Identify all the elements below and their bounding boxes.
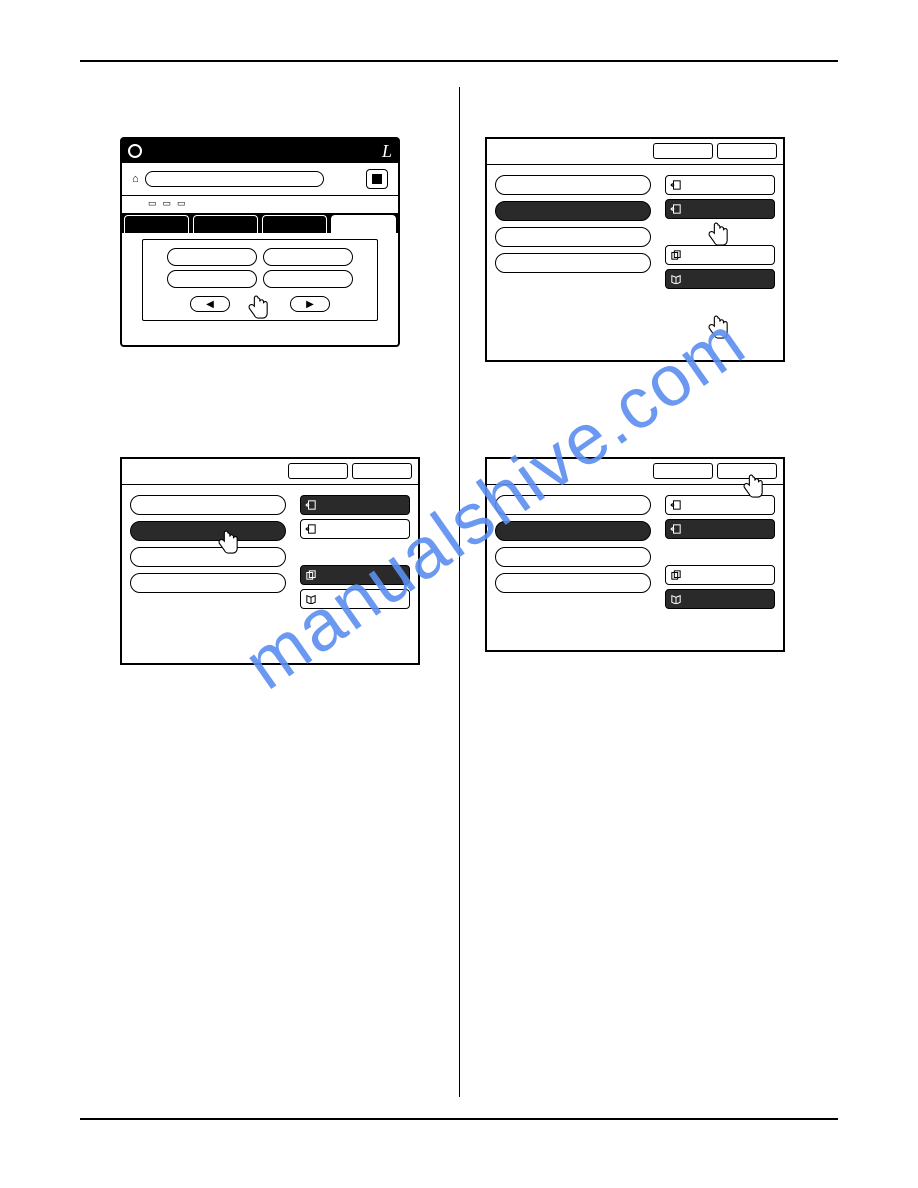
list-item[interactable] (495, 573, 651, 593)
tray-icon: ▭ (177, 198, 186, 209)
option-item[interactable] (300, 519, 410, 539)
option-item[interactable] (300, 495, 410, 515)
left-list (495, 175, 651, 289)
prev-button[interactable]: ◀ (190, 296, 230, 312)
right-list (300, 495, 410, 609)
right-list (665, 175, 775, 289)
settings-panel-3 (485, 137, 785, 362)
list-item[interactable] (495, 175, 651, 195)
top-bar (487, 139, 783, 165)
tab-4[interactable] (331, 215, 396, 233)
option-item[interactable] (665, 199, 775, 219)
option-button[interactable] (263, 248, 353, 266)
left-list (495, 495, 651, 609)
power-icon (128, 144, 142, 158)
cancel-button[interactable] (653, 463, 713, 479)
page-frame: manualshive.com L ⌂ ▭ ▭ ▭ (80, 60, 838, 1120)
top-bar (487, 459, 783, 485)
tab-2[interactable] (193, 215, 258, 233)
settings-panel-2 (120, 457, 420, 665)
list-item[interactable] (130, 495, 286, 515)
mode-button[interactable] (366, 169, 388, 189)
tab-3[interactable] (262, 215, 327, 233)
list-item[interactable] (495, 201, 651, 221)
list-item[interactable] (495, 521, 651, 541)
list-item[interactable] (130, 521, 286, 541)
options-body: ◀ ▶ (142, 239, 378, 321)
option-item[interactable] (300, 565, 410, 585)
option-item[interactable] (665, 269, 775, 289)
option-button[interactable] (263, 270, 353, 288)
pointer-hand-icon (707, 314, 729, 342)
settings-panel-4 (485, 457, 785, 652)
list-item[interactable] (130, 573, 286, 593)
list-item[interactable] (495, 253, 651, 273)
tray-icon: ▭ (148, 198, 157, 209)
top-bar (122, 459, 418, 485)
tray-icons: ▭ ▭ ▭ (122, 196, 398, 211)
status-row: ⌂ (122, 163, 398, 196)
list-item[interactable] (495, 547, 651, 567)
tray-icon: ▭ (163, 198, 172, 209)
titlebar: L (122, 139, 398, 163)
ok-button[interactable] (352, 463, 412, 479)
title-glyph: L (382, 141, 392, 162)
option-button[interactable] (167, 248, 257, 266)
arrow-left-icon: ◀ (206, 299, 214, 310)
option-item[interactable] (300, 589, 410, 609)
right-list (665, 495, 775, 609)
ok-button[interactable] (717, 143, 777, 159)
ok-button[interactable] (717, 463, 777, 479)
cancel-button[interactable] (653, 143, 713, 159)
left-list (130, 495, 286, 609)
list-item[interactable] (495, 495, 651, 515)
option-item[interactable] (665, 589, 775, 609)
printer-icon: ⌂ (132, 173, 139, 185)
printer-panel: L ⌂ ▭ ▭ ▭ (120, 137, 400, 347)
cancel-button[interactable] (288, 463, 348, 479)
option-button[interactable] (167, 270, 257, 288)
list-item[interactable] (130, 547, 286, 567)
arrow-right-icon: ▶ (306, 299, 314, 310)
option-item[interactable] (665, 175, 775, 195)
option-item[interactable] (665, 519, 775, 539)
option-item[interactable] (665, 565, 775, 585)
option-item[interactable] (665, 495, 775, 515)
tab-bar (122, 213, 398, 233)
column-divider (459, 87, 460, 1097)
list-item[interactable] (495, 227, 651, 247)
next-button[interactable]: ▶ (290, 296, 330, 312)
tab-1[interactable] (124, 215, 189, 233)
option-item[interactable] (665, 245, 775, 265)
status-display (145, 171, 324, 187)
